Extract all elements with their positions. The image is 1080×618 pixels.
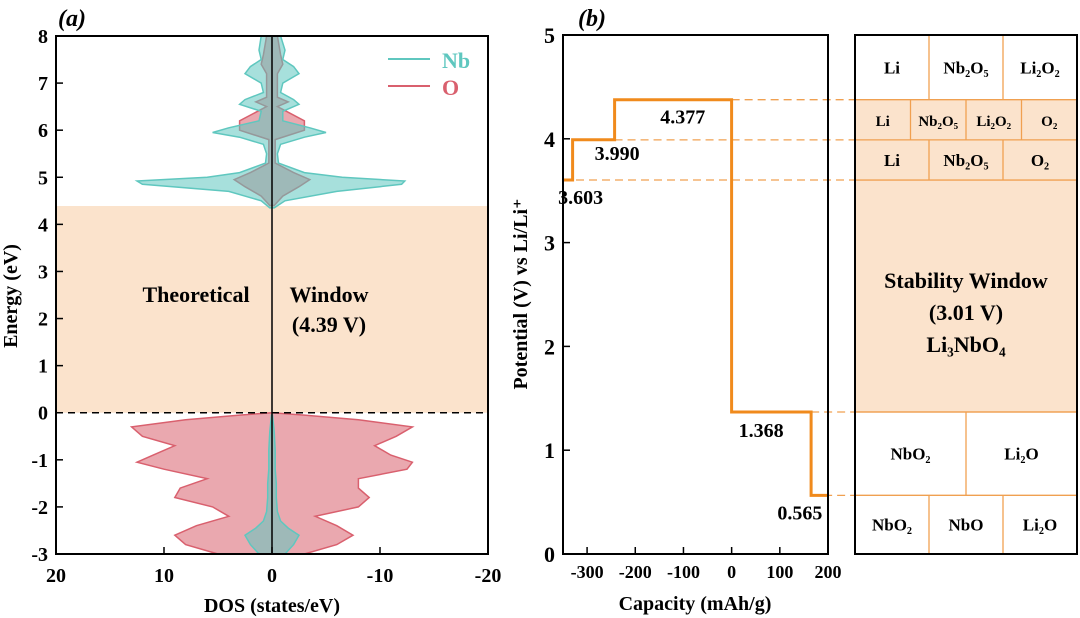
voltage-data-label: 4.377 [660,107,705,129]
phase-label: NbO [949,516,984,535]
a-ytick-label: 0 [38,403,48,425]
a-ytick-label: 7 [38,73,48,95]
a-xtick-label: 20 [46,565,66,587]
a-ytick-label: 6 [38,120,48,142]
phase-diagram: Li Nb₂O₅ Li₂O₂ Li Nb₂O₅ Li₂O₂ O₂ Li Nb₂O₅ O₂ NbO₂ L… [854,34,1078,555]
panel-b-label: (b) [578,6,606,32]
window-text-left: Theoretical [142,282,249,307]
phase-label: O₂ [1031,151,1049,170]
phase-label: NbO₂ [872,516,912,535]
a-ytick-label: 2 [38,309,48,331]
phase-label: Li₂O₂ [1020,58,1059,77]
phase-label: Li [876,114,890,130]
window-text-right: Window [289,282,368,307]
a-xtick-label: -10 [367,565,394,587]
stability-window-phase: Li₃NbO₄ [926,332,1006,357]
b-xtick-label: -200 [619,562,652,582]
phase-label: Li₂O [1023,516,1057,535]
voltage-data-label: 3.603 [558,187,603,209]
a-ytick-label: 3 [38,261,48,283]
b-xtick-label: -300 [571,562,604,582]
b-ytick-label: 4 [544,127,555,152]
b-ytick-label: 1 [544,438,555,463]
dos-area-nb-1 [134,35,407,209]
a-ytick-label: -1 [31,450,48,472]
voltage-data-label: 3.990 [595,143,640,165]
b-xtick-label: 100 [766,562,793,582]
a-ytick-label: 5 [38,167,48,189]
panel-b-frame [562,34,829,555]
phase-label: NbO₂ [890,445,930,464]
phase-label: Li [884,58,900,77]
b-ytick-label: 5 [544,23,555,48]
a-xtick-label: -20 [475,565,502,587]
panel-a-ylabel: Energy (eV) [0,244,22,348]
legend-o-label: O [442,75,459,100]
stability-window-title: Stability Window [884,268,1048,293]
phase-label: Nb₂O₅ [943,58,988,77]
phase-window-band [855,180,1077,413]
window-value-text: (4.39 V) [292,312,366,337]
b-ytick-label: 2 [544,334,555,359]
panel-a-xlabel: DOS (states/eV) [204,595,340,617]
voltage-data-label: 1.368 [739,420,784,442]
a-ytick-label: 8 [38,26,48,48]
phase-label: Nb₂O₅ [918,114,958,130]
phase-diagram-frame [854,34,1078,555]
phase-row-shade [855,139,1077,181]
legend-nb-label: Nb [442,48,470,73]
a-xtick-label: 0 [267,565,277,587]
a-ytick-label: 1 [38,356,48,378]
stability-window-value: (3.01 V) [929,300,1003,325]
b-xtick-label: -100 [667,562,700,582]
b-xtick-label: 0 [727,562,736,582]
phase-label: Li₂O [1004,445,1038,464]
panel-b-xlabel: Capacity (mAh/g) [619,593,772,615]
panel-b-ylabel: Potential (V) vs Li/Li⁺ [510,198,532,389]
b-ytick-label: 0 [544,542,555,567]
phase-label: Nb₂O₅ [943,151,988,170]
panel-b-plot: -300 -200 -100 0 100 200 0 1 2 3 4 5 3.603 3.990 4.37… [544,23,855,582]
panel-a-label: (a) [58,6,86,32]
b-xtick-label: 200 [815,562,842,582]
voltage-data-label: 0.565 [777,502,822,524]
phase-label: Li₂O₂ [976,114,1011,130]
panel-a-legend: Nb O [388,48,470,100]
a-ytick-label: -3 [31,544,48,566]
a-xtick-label: 10 [154,565,174,587]
phase-label: O₂ [1041,114,1058,130]
b-ytick-label: 3 [544,231,555,256]
phase-label: Li [884,151,900,170]
a-ytick-label: -2 [31,497,48,519]
a-ytick-label: 4 [38,214,48,236]
panel-b-voltage-step-line [563,98,828,497]
